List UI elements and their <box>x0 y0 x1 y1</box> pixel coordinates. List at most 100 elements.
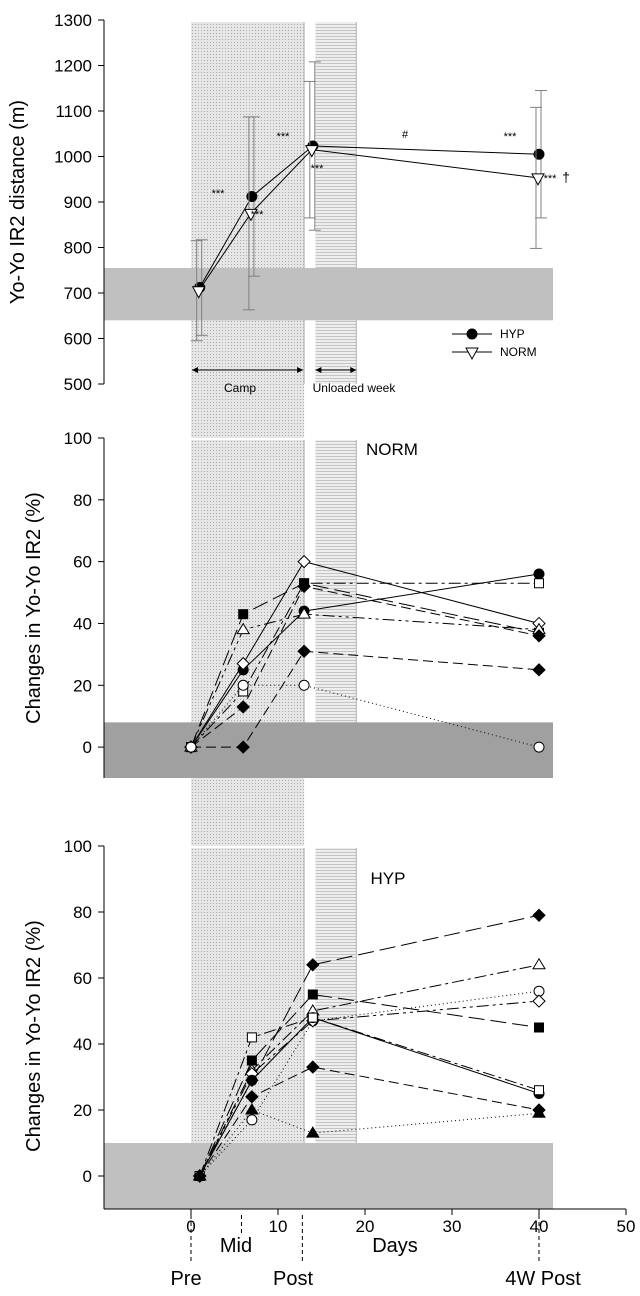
camp-arrow-head-right <box>297 367 304 373</box>
y-tick-label: 800 <box>64 239 92 258</box>
series-line-NORM <box>198 149 539 292</box>
axes-layer: 5006007008009001000110012001300020406080… <box>54 11 635 1262</box>
text-layer: Days Pre Mid Post 4W Post Camp Unloaded … <box>7 100 581 1290</box>
series-line-HYP <box>199 145 540 288</box>
y-tick-label: 20 <box>73 676 92 695</box>
panel1-point-7-3 <box>533 741 545 753</box>
point-NORM-0 <box>191 286 206 299</box>
unloaded-arrow-head-left <box>315 367 322 373</box>
panel2-point-2-1 <box>246 1114 258 1126</box>
reference-band-0 <box>104 267 553 321</box>
unloaded-arrow-head-right <box>350 367 357 373</box>
panel1-series-line-4 <box>190 613 540 748</box>
y-tick-label: 900 <box>64 193 92 212</box>
panel1-point-2-3 <box>534 578 544 589</box>
panel2-point-3-3 <box>532 994 546 1008</box>
panel2-point-6-1 <box>246 1032 257 1043</box>
panel1-point-1-1 <box>236 656 250 671</box>
panel2-point-6-2 <box>307 1012 318 1023</box>
panel2-point-7-1 <box>245 1090 259 1104</box>
panel1-point-6-2 <box>297 579 311 594</box>
panel1-point-4-1 <box>236 622 251 635</box>
panel1-point-7-0 <box>185 741 197 753</box>
y-tick-label: 1200 <box>54 57 92 76</box>
point-NORM-2 <box>304 145 319 158</box>
y-axis-label-middle: Changes in Yo-Yo IR2 (%) <box>23 492 45 724</box>
panel-title-norm: NORM <box>366 440 418 459</box>
x-axis-label: Days <box>372 1235 418 1257</box>
point-NORM-1 <box>244 208 258 222</box>
y-tick-label: 100 <box>64 429 92 448</box>
legend-marker-NORM <box>465 347 479 361</box>
panel1-point-7-2 <box>298 679 310 691</box>
y-tick-label: 1100 <box>55 102 92 121</box>
panel2-series-line-5 <box>199 1017 540 1177</box>
panel2-point-8-3 <box>532 1106 546 1118</box>
sig-norm-mid: *** <box>251 209 265 221</box>
panel2-point-8-0 <box>192 1169 207 1181</box>
timepoint-pre: Pre <box>170 1268 201 1290</box>
panel2-point-8-2 <box>305 1126 320 1138</box>
y-tick-label: 500 <box>64 375 92 394</box>
y-axis-label-top: Yo-Yo IR2 distance (m) <box>7 100 29 304</box>
y-tick-label: 40 <box>73 1035 92 1054</box>
panel2-point-7-2 <box>306 1060 320 1074</box>
camp-arrow-head-left <box>192 367 198 373</box>
sig-norm-post: *** <box>311 163 325 175</box>
y-tick-label: 80 <box>73 491 92 510</box>
y-tick-label: 20 <box>73 1101 92 1120</box>
point-NORM-3 <box>531 173 545 186</box>
panel1-series-line-5 <box>191 650 540 748</box>
panel2-point-6-3 <box>534 1085 544 1096</box>
panel2-point-0-3 <box>532 908 546 923</box>
panel1-series-line-6 <box>190 585 540 748</box>
panel2-point-8-1 <box>245 1103 259 1115</box>
camp-shading-gap2 <box>191 778 305 846</box>
x-tick-label: 50 <box>617 1217 636 1236</box>
panel1-series-line-7 <box>190 684 540 748</box>
y-tick-label: 40 <box>73 614 92 633</box>
panel1-series-line-3 <box>190 582 540 748</box>
y-tick-label: 60 <box>73 553 92 572</box>
camp-label: Camp <box>224 381 256 395</box>
panel1-point-5-2 <box>297 644 311 658</box>
timepoint-post: Post <box>273 1268 313 1290</box>
reference-band-2 <box>104 1143 553 1209</box>
y-tick-label: 1300 <box>54 11 92 30</box>
sig-hyp-4w: *** <box>504 131 518 143</box>
panel1-point-4-2 <box>297 607 311 619</box>
x-tick-label: 30 <box>443 1217 462 1236</box>
data-layer <box>184 61 547 1183</box>
unloaded-shading-0 <box>315 22 357 384</box>
legend-marker-HYP <box>466 328 478 340</box>
panel2-series-line-8 <box>199 1109 540 1177</box>
y-tick-label: 60 <box>73 969 92 988</box>
panel2-point-0-2 <box>306 958 320 972</box>
camp-shading-1 <box>191 440 305 778</box>
panel1-series-line-2 <box>190 582 539 748</box>
x-tick-label: 40 <box>530 1217 549 1236</box>
timepoint-4w-post: 4W Post <box>505 1268 581 1290</box>
panel-title-hyp: HYP <box>371 869 406 888</box>
x-tick-label: 0 <box>186 1217 195 1236</box>
panel2-series-line-6 <box>199 1017 540 1177</box>
panel2-series-line-7 <box>199 1066 540 1177</box>
camp-shading-0 <box>191 22 305 384</box>
panel1-point-7-1 <box>237 679 249 691</box>
camp-shading-gap1 <box>191 384 305 438</box>
unloaded-shading-1 <box>315 440 357 778</box>
sig-hyp-mid: *** <box>212 188 226 200</box>
sig-norm-4w: *** <box>544 173 558 185</box>
sig-between-group: # <box>402 129 409 141</box>
x-tick-label: 10 <box>269 1217 288 1236</box>
y-tick-label: 100 <box>64 837 92 856</box>
panel2-point-1-3 <box>532 957 546 970</box>
panel1-point-5-3 <box>532 663 546 677</box>
y-axis-label-bottom: Changes in Yo-Yo IR2 (%) <box>23 920 45 1152</box>
legend-label-HYP: HYP <box>500 327 525 341</box>
panel2-point-5-1 <box>246 1074 258 1086</box>
timepoint-mid: Mid <box>220 1235 252 1257</box>
reference-band-1 <box>104 722 553 778</box>
legend-label-NORM: NORM <box>500 345 537 359</box>
